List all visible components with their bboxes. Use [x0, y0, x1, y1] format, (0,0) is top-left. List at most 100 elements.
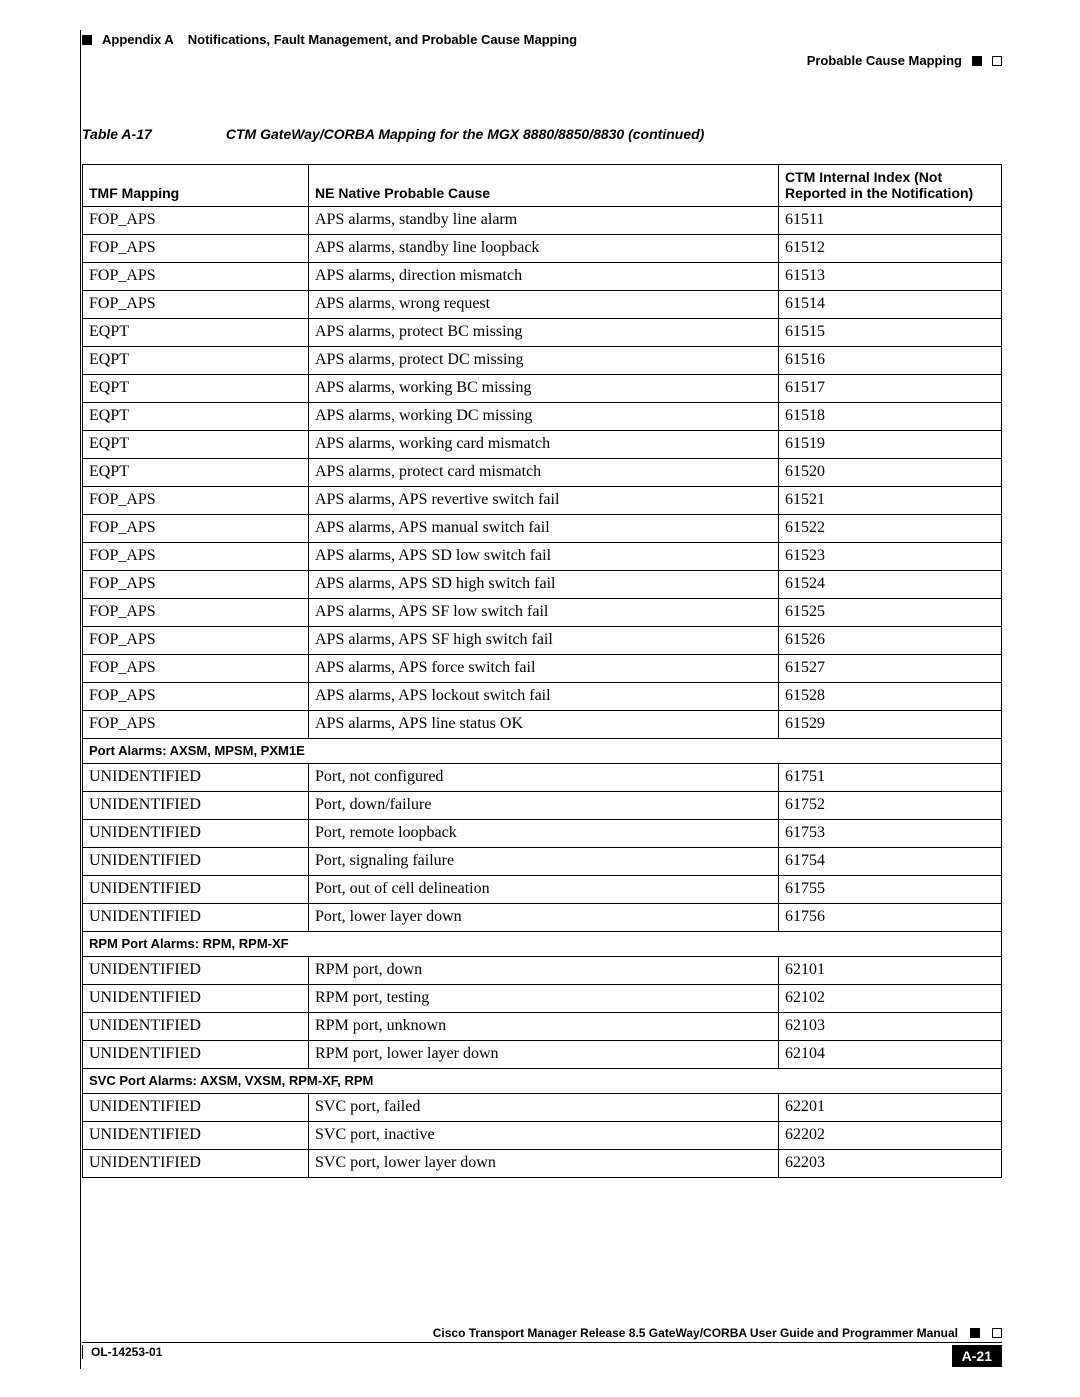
table-cell: UNIDENTIFIED [83, 904, 309, 932]
table-cell: UNIDENTIFIED [83, 1094, 309, 1122]
table-cell: APS alarms, protect DC missing [309, 347, 779, 375]
page-number: A-21 [952, 1345, 1002, 1367]
table-cell: EQPT [83, 403, 309, 431]
table-cell: 61524 [779, 571, 1002, 599]
table-cell: APS alarms, protect card mismatch [309, 459, 779, 487]
left-margin-rule [80, 30, 81, 1369]
table-cell: APS alarms, APS revertive switch fail [309, 487, 779, 515]
table-cell: 61523 [779, 543, 1002, 571]
table-cell: SVC port, failed [309, 1094, 779, 1122]
table-cell: FOP_APS [83, 627, 309, 655]
table-cell: 61515 [779, 319, 1002, 347]
table-cell: APS alarms, standby line alarm [309, 207, 779, 235]
table-cell: 61525 [779, 599, 1002, 627]
table-cell: UNIDENTIFIED [83, 1013, 309, 1041]
table-cell: 61752 [779, 792, 1002, 820]
table-row: FOP_APSAPS alarms, APS lockout switch fa… [83, 683, 1002, 711]
table-row: UNIDENTIFIEDPort, down/failure61752 [83, 792, 1002, 820]
header-appendix: Appendix A [102, 32, 174, 47]
table-cell: 62102 [779, 985, 1002, 1013]
table-cell: RPM port, unknown [309, 1013, 779, 1041]
table-number: Table A-17 [82, 126, 222, 142]
table-cell: FOP_APS [83, 683, 309, 711]
table-cell: 61512 [779, 235, 1002, 263]
table-cell: 61528 [779, 683, 1002, 711]
table-row: UNIDENTIFIEDPort, lower layer down61756 [83, 904, 1002, 932]
table-cell: 61526 [779, 627, 1002, 655]
table-cell: 61513 [779, 263, 1002, 291]
table-row: Port Alarms: AXSM, MPSM, PXM1E [83, 739, 1002, 764]
table-row: EQPTAPS alarms, protect DC missing61516 [83, 347, 1002, 375]
table-cell: APS alarms, standby line loopback [309, 235, 779, 263]
table-cell: Port, signaling failure [309, 848, 779, 876]
table-cell: 61527 [779, 655, 1002, 683]
table-caption: Table A-17 CTM GateWay/CORBA Mapping for… [82, 126, 1002, 142]
section-header-cell: Port Alarms: AXSM, MPSM, PXM1E [83, 739, 1002, 764]
table-cell: APS alarms, working card mismatch [309, 431, 779, 459]
table-cell: EQPT [83, 319, 309, 347]
table-cell: UNIDENTIFIED [83, 1150, 309, 1178]
table-row: UNIDENTIFIEDPort, not configured61751 [83, 764, 1002, 792]
table-cell: Port, not configured [309, 764, 779, 792]
header-bullet-icon [82, 35, 92, 45]
table-cell: UNIDENTIFIED [83, 1122, 309, 1150]
table-cell: APS alarms, working DC missing [309, 403, 779, 431]
table-cell: 61522 [779, 515, 1002, 543]
table-cell: APS alarms, APS SD high switch fail [309, 571, 779, 599]
table-cell: 61514 [779, 291, 1002, 319]
table-cell: 61511 [779, 207, 1002, 235]
table-cell: EQPT [83, 459, 309, 487]
table-cell: APS alarms, APS SF high switch fail [309, 627, 779, 655]
table-cell: UNIDENTIFIED [83, 957, 309, 985]
table-row: FOP_APSAPS alarms, APS SD high switch fa… [83, 571, 1002, 599]
table-row: UNIDENTIFIEDRPM port, down62101 [83, 957, 1002, 985]
table-caption-title: CTM GateWay/CORBA Mapping for the MGX 88… [226, 126, 704, 142]
table-row: UNIDENTIFIEDSVC port, inactive62202 [83, 1122, 1002, 1150]
section-header-cell: SVC Port Alarms: AXSM, VXSM, RPM-XF, RPM [83, 1069, 1002, 1094]
header-section-row: Probable Cause Mapping [82, 53, 1002, 68]
table-cell: FOP_APS [83, 207, 309, 235]
table-cell: Port, out of cell delineation [309, 876, 779, 904]
col-header-index: CTM Internal Index (Not Reported in the … [779, 165, 1002, 207]
table-cell: 62103 [779, 1013, 1002, 1041]
table-cell: FOP_APS [83, 263, 309, 291]
table-cell: 61516 [779, 347, 1002, 375]
table-cell: UNIDENTIFIED [83, 876, 309, 904]
table-cell: SVC port, inactive [309, 1122, 779, 1150]
table-cell: UNIDENTIFIED [83, 1041, 309, 1069]
table-cell: FOP_APS [83, 235, 309, 263]
table-cell: UNIDENTIFIED [83, 848, 309, 876]
table-cell: 61756 [779, 904, 1002, 932]
table-row: UNIDENTIFIEDRPM port, lower layer down62… [83, 1041, 1002, 1069]
section-bullet-open-icon [992, 56, 1002, 66]
table-cell: Port, lower layer down [309, 904, 779, 932]
header-section: Probable Cause Mapping [807, 53, 962, 68]
table-row: RPM Port Alarms: RPM, RPM-XF [83, 932, 1002, 957]
table-cell: APS alarms, APS SF low switch fail [309, 599, 779, 627]
table-cell: Port, remote loopback [309, 820, 779, 848]
table-row: FOP_APSAPS alarms, APS SF low switch fai… [83, 599, 1002, 627]
table-cell: 61519 [779, 431, 1002, 459]
table-row: UNIDENTIFIEDPort, signaling failure61754 [83, 848, 1002, 876]
table-cell: APS alarms, APS lockout switch fail [309, 683, 779, 711]
table-cell: 62101 [779, 957, 1002, 985]
table-row: FOP_APSAPS alarms, APS manual switch fai… [83, 515, 1002, 543]
table-row: EQPTAPS alarms, working card mismatch615… [83, 431, 1002, 459]
table-cell: 61517 [779, 375, 1002, 403]
table-cell: APS alarms, wrong request [309, 291, 779, 319]
table-cell: UNIDENTIFIED [83, 985, 309, 1013]
table-cell: FOP_APS [83, 571, 309, 599]
mapping-table: TMF Mapping NE Native Probable Cause CTM… [82, 164, 1002, 1178]
table-row: SVC Port Alarms: AXSM, VXSM, RPM-XF, RPM [83, 1069, 1002, 1094]
table-row: UNIDENTIFIEDRPM port, testing62102 [83, 985, 1002, 1013]
table-row: UNIDENTIFIEDRPM port, unknown62103 [83, 1013, 1002, 1041]
table-cell: UNIDENTIFIED [83, 820, 309, 848]
table-cell: EQPT [83, 431, 309, 459]
table-cell: APS alarms, protect BC missing [309, 319, 779, 347]
table-cell: APS alarms, APS manual switch fail [309, 515, 779, 543]
table-cell: APS alarms, APS SD low switch fail [309, 543, 779, 571]
table-row: FOP_APSAPS alarms, wrong request61514 [83, 291, 1002, 319]
table-row: FOP_APSAPS alarms, APS revertive switch … [83, 487, 1002, 515]
table-row: EQPTAPS alarms, working DC missing61518 [83, 403, 1002, 431]
table-row: UNIDENTIFIEDSVC port, lower layer down62… [83, 1150, 1002, 1178]
